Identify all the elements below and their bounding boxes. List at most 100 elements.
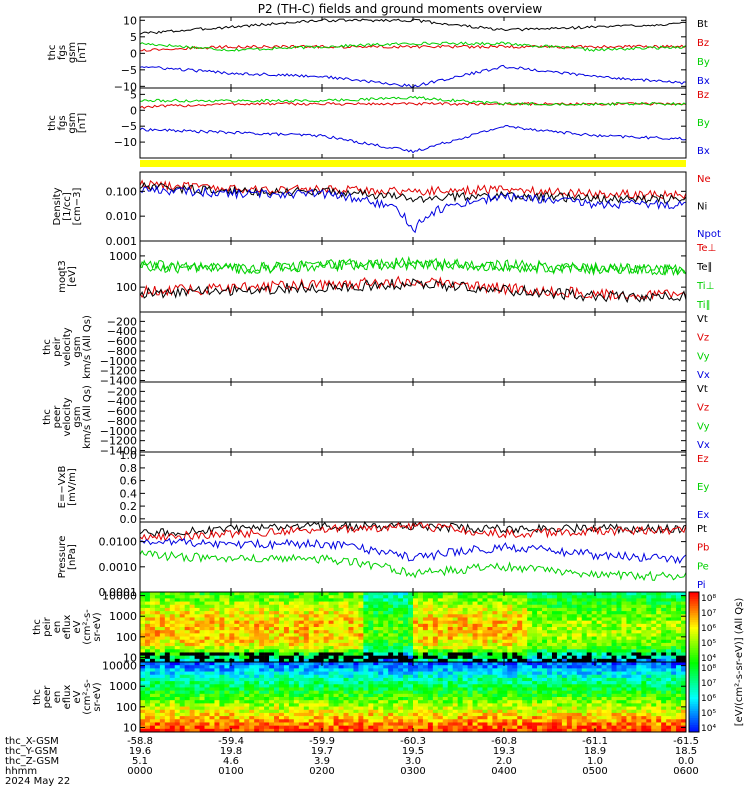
spectrogram-cell: [413, 671, 419, 676]
spectrogram-cell: [631, 649, 637, 653]
spectrogram-cell: [403, 700, 409, 704]
spectrogram-cell: [353, 601, 359, 606]
spectrogram-cell: [184, 687, 190, 691]
spectrogram-cell: [502, 687, 508, 691]
spectrogram-cell: [388, 611, 394, 615]
spectrogram-cell: [576, 697, 583, 701]
y-axis-label: peer: [52, 405, 63, 429]
spectrogram-cell: [209, 687, 215, 691]
spectrogram-cell: [358, 633, 364, 637]
spectrogram-cell: [408, 719, 414, 723]
spectrogram-cell: [636, 595, 642, 599]
spectrogram-cell: [482, 611, 488, 615]
spectrogram-cell: [492, 716, 498, 720]
legend-Ex: Ex: [697, 510, 709, 521]
spectrogram-cell: [561, 671, 568, 676]
spectrogram-cell: [239, 649, 245, 653]
spectrogram-cell: [631, 719, 637, 723]
spectrogram-cell: [313, 652, 319, 656]
spectrogram-cell: [417, 646, 424, 650]
spectrogram-cell: [239, 671, 245, 676]
series-Npot: [139, 184, 687, 234]
spectrogram-cell: [259, 719, 265, 723]
spectrogram-cell: [149, 630, 156, 634]
spectrogram-cell: [596, 703, 602, 707]
spectrogram-cell: [427, 693, 434, 698]
spectrogram-cell: [462, 636, 468, 641]
spectrogram-cell: [388, 728, 394, 733]
spectrogram-cell: [244, 636, 250, 641]
spectrogram-cell: [547, 674, 553, 679]
spectrogram-cell: [517, 658, 523, 663]
spectrogram-cell: [189, 627, 195, 631]
spectrogram-cell: [368, 665, 374, 669]
spectrogram-cell: [422, 623, 429, 628]
spectrogram-cell: [601, 716, 607, 720]
spectrogram-cell: [457, 636, 463, 641]
spectrogram-cell: [219, 649, 225, 653]
spectrogram-cell: [338, 614, 344, 618]
spectrogram-cell: [323, 636, 329, 641]
spectrogram-cell: [303, 639, 310, 644]
spectrogram-cell: [576, 706, 583, 711]
spectrogram-cell: [269, 674, 275, 679]
spectrogram-cell: [264, 709, 270, 714]
spectrogram-cell: [442, 671, 449, 676]
spectrogram-cell: [522, 700, 528, 704]
spectrogram-cell: [681, 658, 687, 663]
spectrogram-cell: [641, 642, 647, 647]
spectrogram-cell: [601, 636, 607, 641]
spectrogram-cell: [681, 611, 687, 615]
legend-Ni: Ni: [697, 202, 707, 213]
spectrogram-cell: [323, 706, 329, 711]
spectrogram-cell: [308, 719, 315, 723]
spectrogram-cell: [254, 642, 260, 647]
spectrogram-cell: [368, 655, 374, 660]
legend-Ne: Ne: [697, 174, 711, 185]
spectrogram-cell: [462, 627, 468, 631]
spectrogram-cell: [278, 712, 285, 717]
spectrogram-cell: [532, 595, 538, 599]
spectrogram-cell: [214, 662, 220, 666]
spectrogram-cell: [537, 592, 543, 596]
spectrogram-cell: [442, 665, 449, 669]
spectrogram-cell: [403, 655, 409, 660]
spectrogram-cell: [199, 719, 205, 723]
spectrogram-cell: [422, 687, 429, 691]
spectrogram-cell: [274, 687, 280, 691]
spectrogram-cell: [537, 598, 543, 602]
spectrogram-cell: [576, 655, 583, 660]
spectrogram-cell: [502, 716, 508, 720]
spectrogram-cell: [259, 595, 265, 599]
spectrogram-cell: [611, 722, 617, 726]
spectrogram-cell: [532, 639, 538, 644]
spectrogram-cell: [621, 614, 627, 618]
spectrogram-cell: [517, 681, 523, 685]
spectrogram-cell: [671, 646, 677, 650]
spectrogram-cell: [591, 728, 597, 733]
spectrogram-cell: [487, 658, 493, 663]
spectrogram-cell: [303, 719, 310, 723]
spectrogram-cell: [606, 709, 612, 714]
spectrogram-cell: [497, 614, 503, 618]
spectrogram-cell: [502, 725, 508, 730]
spectrogram-cell: [199, 633, 205, 637]
spectrogram-cell: [422, 646, 429, 650]
spectrogram-cell: [676, 627, 682, 631]
y-tick-label: −200: [107, 315, 137, 328]
spectrogram-cell: [601, 709, 607, 714]
spectrogram-cell: [537, 652, 543, 656]
spectrogram-cell: [403, 611, 409, 615]
spectrogram-cell: [611, 633, 617, 637]
spectrogram-cell: [169, 601, 176, 606]
spectrogram-cell: [427, 671, 434, 676]
spectrogram-cell: [393, 687, 399, 691]
spectrogram-cell: [551, 671, 558, 676]
spectrogram-cell: [666, 639, 672, 644]
spectrogram-cell: [323, 611, 329, 615]
spectrogram-cell: [383, 700, 389, 704]
spectrogram-cell: [383, 646, 389, 650]
spectrogram-cell: [566, 592, 573, 596]
